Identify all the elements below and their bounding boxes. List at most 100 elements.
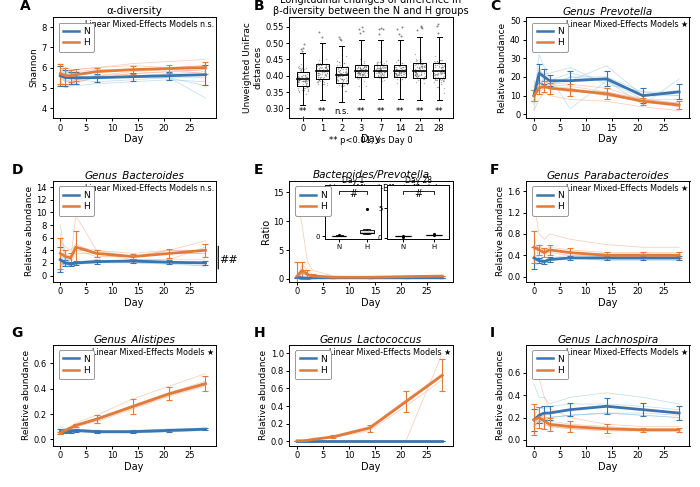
Point [335, 64, 346, 72]
Point [300, 84, 311, 92]
Point [438, 90, 449, 97]
Point [432, 70, 443, 77]
Point [354, 64, 365, 72]
Point [317, 70, 328, 77]
Point [374, 66, 386, 74]
Point [374, 65, 386, 73]
Point [399, 68, 410, 75]
Point [334, 66, 345, 74]
Point [410, 70, 421, 78]
Point [431, 76, 442, 84]
Point [359, 62, 370, 70]
Point [436, 76, 447, 84]
Point [397, 75, 408, 82]
Point [379, 61, 390, 69]
Point [335, 37, 346, 44]
Legend: N, H: N, H [59, 187, 94, 216]
Point [317, 66, 328, 74]
Point [397, 63, 408, 71]
Point [320, 64, 331, 72]
Point [371, 61, 382, 69]
Point [374, 62, 385, 70]
Point [352, 72, 363, 80]
Point [438, 63, 449, 71]
Point [295, 75, 306, 83]
Point [292, 63, 303, 71]
Point [435, 70, 447, 77]
Point [419, 79, 430, 87]
Point [336, 81, 347, 89]
Point [313, 80, 324, 88]
Point [301, 68, 312, 76]
Point [390, 69, 401, 77]
Title: Genus_Lactococcus: Genus_Lactococcus [320, 334, 422, 344]
Point [341, 72, 352, 79]
Point [352, 69, 363, 76]
Point [294, 87, 305, 94]
Point [377, 71, 388, 79]
Point [415, 68, 426, 76]
Point [435, 75, 446, 83]
Point [391, 66, 402, 74]
Point [398, 67, 409, 75]
Point [393, 30, 405, 38]
Point [337, 80, 348, 88]
Point [356, 61, 368, 69]
Point [428, 71, 440, 78]
Point [414, 65, 426, 73]
Point [293, 62, 304, 70]
Point [352, 63, 363, 71]
Text: Linear Mixed-Effects Models n.s.: Linear Mixed-Effects Models n.s. [85, 20, 214, 29]
Point [338, 76, 349, 84]
Point [356, 72, 368, 80]
Point [418, 63, 429, 71]
Point [357, 66, 368, 74]
Point [336, 75, 347, 83]
Point [341, 80, 352, 88]
Title: Genus_Lachnospira: Genus_Lachnospira [557, 334, 659, 344]
Point [340, 69, 351, 76]
Point [419, 74, 430, 82]
Point [417, 67, 428, 75]
Point [372, 68, 384, 76]
Point [333, 58, 344, 66]
Point [392, 66, 403, 74]
Point [373, 70, 384, 77]
Point [340, 52, 351, 60]
Point [321, 67, 332, 75]
Point [354, 69, 365, 76]
Point [430, 76, 441, 84]
Point [360, 63, 371, 71]
Point [378, 70, 389, 78]
Point [415, 70, 426, 77]
Y-axis label: Relative abundance: Relative abundance [498, 22, 508, 112]
Point [379, 60, 390, 68]
Point [372, 58, 384, 66]
Text: Linear Mixed-Effects Models ★: Linear Mixed-Effects Models ★ [329, 184, 451, 193]
Point [436, 61, 447, 69]
Point [295, 60, 307, 68]
Point [313, 61, 324, 69]
Point [372, 62, 383, 70]
Legend: N, H: N, H [295, 350, 331, 379]
Point [293, 64, 304, 72]
Point [295, 65, 306, 73]
Point [293, 87, 304, 94]
Point [295, 67, 307, 75]
Point [298, 84, 309, 92]
Point [419, 72, 430, 80]
Point [360, 68, 371, 75]
Point [320, 63, 331, 71]
Point [337, 78, 348, 86]
Point [410, 67, 421, 75]
Point [360, 82, 371, 90]
Text: **: ** [377, 108, 385, 116]
Point [319, 75, 330, 83]
Point [373, 66, 384, 74]
Point [391, 70, 402, 78]
Point [359, 69, 370, 76]
Point [428, 69, 440, 77]
Text: **: ** [299, 108, 307, 116]
Point [358, 63, 370, 71]
Point [317, 74, 328, 82]
